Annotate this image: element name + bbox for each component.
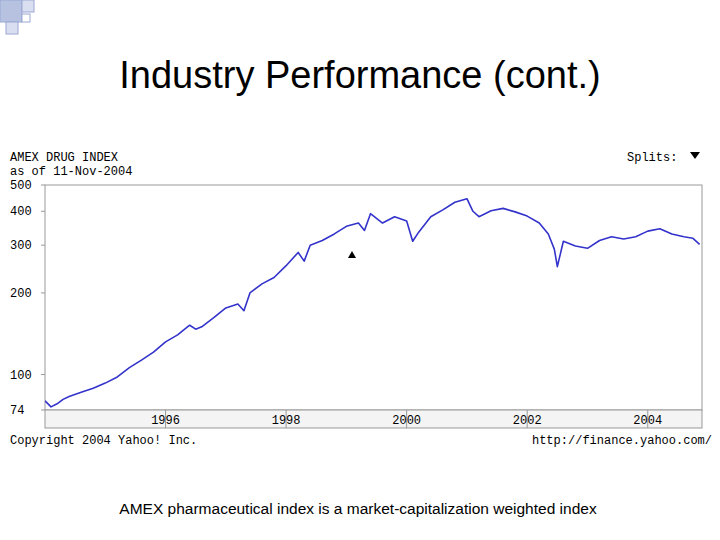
x-tick-label: 1996 [151,414,180,428]
y-tick-label: 300 [10,239,32,253]
chart-title: AMEX DRUG INDEX [10,151,118,165]
x-tick-label: 2002 [513,414,542,428]
splits-label: Splits: [627,151,677,165]
slide-title: Industry Performance (cont.) [119,54,601,96]
y-tick-label: 74 [10,404,24,418]
source-url: http://finance.yahoo.com/ [532,434,712,448]
y-tick-label: 500 [10,179,32,193]
y-tick [41,292,45,293]
x-tick-label: 1998 [272,414,301,428]
plot-frame [45,185,702,410]
copyright: Copyright 2004 Yahoo! Inc. [10,434,197,448]
y-tick [41,410,45,411]
y-tick [41,185,45,186]
slide: Industry Performance (cont.) AMEX pharmac… [0,0,720,540]
chart-subtitle: as of 11-Nov-2004 [10,165,132,179]
decor-square [22,0,34,12]
x-tick-label: 2000 [392,414,421,428]
chart-background [8,145,712,450]
plot-area [45,199,700,407]
decor-square [6,22,18,34]
y-tick-label: 200 [10,287,32,301]
y-tick-label: 400 [10,205,32,219]
index-line [45,199,700,407]
decor-square [0,0,22,22]
decor-square [22,14,30,22]
y-tick [41,374,45,375]
splits-icon [690,152,700,159]
x-tick-label: 2004 [633,414,662,428]
y-tick-label: 100 [10,369,32,383]
split-marker [348,251,356,258]
y-tick [41,245,45,246]
caption: AMEX pharmaceutical index is a market-ca… [119,500,597,517]
x-axis-strip [45,410,702,428]
y-tick [41,211,45,212]
